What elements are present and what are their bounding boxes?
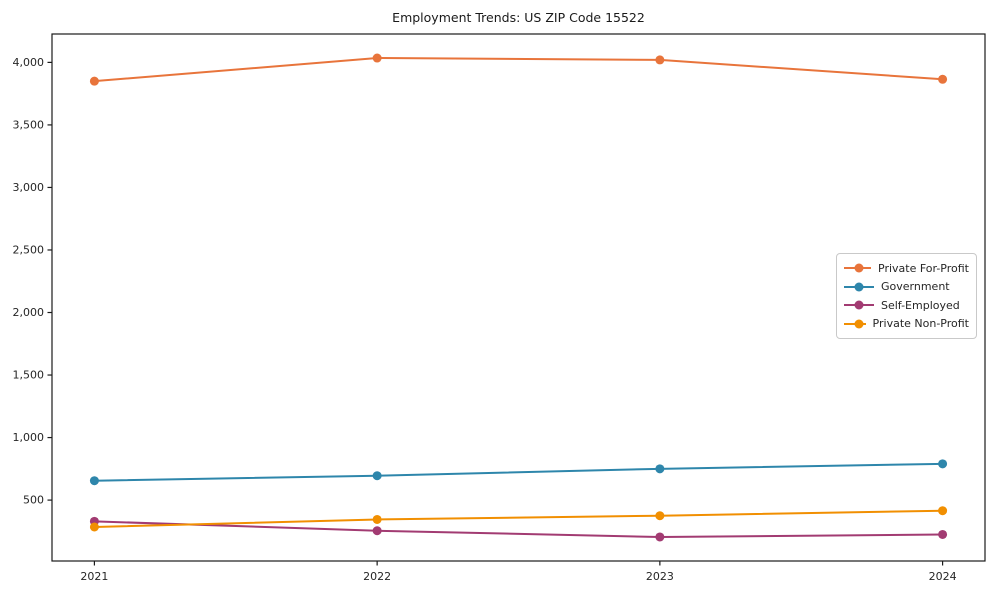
series-line-self-employed [94, 520, 943, 538]
y-tick-label: 2,000 [13, 306, 45, 319]
y-tick-label: 3,500 [13, 119, 45, 132]
data-point-government-2022 [372, 471, 382, 481]
data-point-private-non-profit-2023 [655, 511, 665, 521]
series-line-government [94, 462, 943, 482]
data-point-self-employed-2024 [938, 529, 948, 539]
data-point-private-for-profit-2024 [938, 74, 948, 84]
legend: Private For-Profit Government Self-Employe… [836, 253, 977, 339]
data-point-private-non-profit-2024 [938, 506, 948, 516]
legend-marker-icon [844, 282, 874, 292]
legend-label: Self-Employed [881, 298, 960, 312]
legend-label: Private For-Profit [878, 261, 969, 275]
legend-marker-icon [844, 263, 871, 273]
data-point-government-2021 [89, 476, 99, 486]
axes-frame [51, 33, 986, 562]
legend-item-self-employed: Self-Employed [844, 296, 969, 315]
legend-item-government: Government [844, 278, 969, 297]
legend-label: Private Non-Profit [872, 317, 969, 331]
data-point-government-2024 [938, 459, 948, 469]
x-tick-label: 2023 [646, 570, 674, 583]
data-point-private-for-profit-2022 [372, 53, 382, 63]
series-line-private-for-profit [94, 57, 943, 83]
y-tick-label: 1,000 [13, 431, 45, 444]
legend-marker-icon [844, 300, 874, 310]
chart-title: Employment Trends: US ZIP Code 15522 [392, 10, 645, 25]
x-tick-label: 2021 [80, 570, 108, 583]
data-point-private-for-profit-2021 [89, 76, 99, 86]
y-tick-label: 500 [23, 494, 44, 507]
data-point-private-non-profit-2021 [89, 522, 99, 532]
legend-item-private-non-profit: Private Non-Profit [844, 315, 969, 334]
x-tick-label: 2022 [363, 570, 391, 583]
y-tick-label: 3,000 [13, 181, 45, 194]
y-tick-label: 4,000 [13, 56, 45, 69]
data-point-government-2023 [655, 464, 665, 474]
series-line-private-non-profit [94, 509, 943, 528]
y-tick-label: 1,500 [13, 369, 45, 382]
data-point-self-employed-2023 [655, 532, 665, 542]
legend-item-private-for-profit: Private For-Profit [844, 259, 969, 278]
legend-marker-icon [844, 319, 866, 329]
data-point-private-for-profit-2023 [655, 55, 665, 65]
y-tick-label: 2,500 [13, 244, 45, 257]
data-point-self-employed-2022 [372, 526, 382, 536]
legend-label: Government [881, 280, 950, 294]
x-tick-label: 2024 [929, 570, 957, 583]
data-point-private-non-profit-2022 [372, 514, 382, 524]
